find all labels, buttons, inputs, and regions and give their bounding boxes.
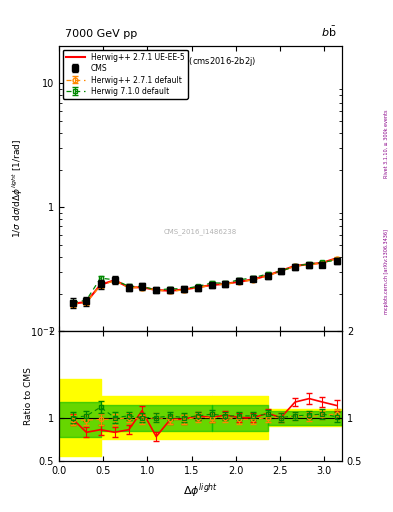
Herwig++ 2.7.1 UE-EE-5 bbox=[293, 263, 298, 269]
Text: Rivet 3.1.10, ≥ 300k events: Rivet 3.1.10, ≥ 300k events bbox=[384, 109, 389, 178]
Herwig++ 2.7.1 UE-EE-5 bbox=[223, 281, 228, 287]
Text: b$\bar{\rm b}$: b$\bar{\rm b}$ bbox=[321, 25, 336, 39]
Herwig++ 2.7.1 UE-EE-5 bbox=[279, 268, 283, 274]
X-axis label: $\Delta\phi^{light}$: $\Delta\phi^{light}$ bbox=[183, 481, 218, 500]
Herwig++ 2.7.1 UE-EE-5 bbox=[127, 284, 131, 290]
Y-axis label: 1/$\sigma$ d$\sigma$/d$\Delta\phi^{light}$ [1/rad]: 1/$\sigma$ d$\sigma$/d$\Delta\phi^{light… bbox=[10, 139, 25, 238]
Legend: Herwig++ 2.7.1 UE-EE-5, CMS, Herwig++ 2.7.1 default, Herwig 7.1.0 default: Herwig++ 2.7.1 UE-EE-5, CMS, Herwig++ 2.… bbox=[63, 50, 188, 99]
Herwig++ 2.7.1 UE-EE-5 bbox=[98, 282, 103, 288]
Line: Herwig++ 2.7.1 UE-EE-5: Herwig++ 2.7.1 UE-EE-5 bbox=[73, 258, 337, 304]
Herwig++ 2.7.1 UE-EE-5 bbox=[209, 282, 214, 288]
Herwig++ 2.7.1 UE-EE-5 bbox=[195, 284, 200, 290]
Herwig++ 2.7.1 UE-EE-5 bbox=[181, 286, 186, 292]
Herwig++ 2.7.1 UE-EE-5 bbox=[71, 301, 75, 307]
Herwig++ 2.7.1 UE-EE-5 bbox=[140, 284, 145, 290]
Herwig++ 2.7.1 UE-EE-5 bbox=[112, 277, 117, 283]
Text: CMS_2016_I1486238: CMS_2016_I1486238 bbox=[164, 228, 237, 235]
Y-axis label: Ratio to CMS: Ratio to CMS bbox=[24, 367, 33, 425]
Herwig++ 2.7.1 UE-EE-5 bbox=[154, 287, 159, 293]
Text: mcplots.cern.ch [arXiv:1306.3436]: mcplots.cern.ch [arXiv:1306.3436] bbox=[384, 229, 389, 314]
Text: 7000 GeV pp: 7000 GeV pp bbox=[64, 29, 137, 39]
Herwig++ 2.7.1 UE-EE-5 bbox=[251, 276, 256, 283]
Herwig++ 2.7.1 UE-EE-5 bbox=[84, 299, 89, 305]
Herwig++ 2.7.1 UE-EE-5 bbox=[168, 288, 173, 294]
Herwig++ 2.7.1 UE-EE-5 bbox=[265, 272, 270, 279]
Herwig++ 2.7.1 UE-EE-5 bbox=[237, 279, 242, 285]
Herwig++ 2.7.1 UE-EE-5 bbox=[334, 255, 339, 261]
Herwig++ 2.7.1 UE-EE-5 bbox=[307, 261, 312, 267]
Text: $\Delta\phi$(b-jets) (cms2016-2b2j): $\Delta\phi$(b-jets) (cms2016-2b2j) bbox=[145, 55, 256, 68]
Herwig++ 2.7.1 UE-EE-5 bbox=[320, 260, 325, 266]
